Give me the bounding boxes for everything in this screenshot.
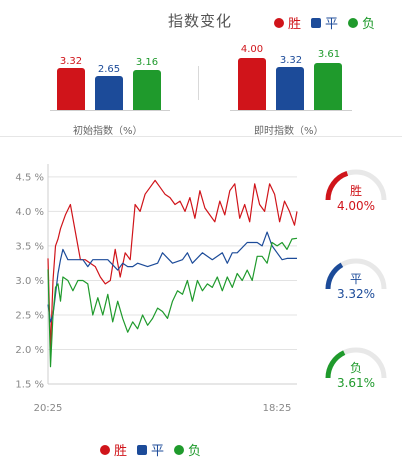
current-win-bar [238,58,266,110]
index-summary-card: 指数变化 胜 平 负 3.32 2.65 3.16 初始指数（%） 4.00 3… [0,0,402,137]
current-draw-bar [276,67,304,110]
series-line-0 [47,179,298,351]
current-baseline [230,110,352,111]
draw-square-icon [311,17,322,28]
legend-top: 胜 平 负 [274,13,375,32]
current-index-label: 即时指数（%） [254,126,324,137]
gauge-lose-value: 3.61% [336,376,376,390]
lose-dot-icon [348,17,359,28]
trend-chart-panel: 1.5 % 2.0 % 2.5 % 3.0 % 3.5 % 4.0 % 4.5 % 20:25… [0,140,402,464]
lose-dot-icon [174,444,185,455]
initial-win-value: 3.32 [59,56,83,67]
legend-item-draw: 平 [311,13,338,32]
series-line-2 [47,237,298,368]
legend-bottom: 胜 平 负 [100,440,201,459]
current-lose-bar [314,63,342,110]
legend-item-win: 胜 [274,13,301,32]
y-tick-label: 2.0 % [15,345,44,356]
gauge-win-value: 4.00% [336,199,376,213]
y-tick-label: 1.5 % [15,380,44,391]
current-lose-value: 3.61 [317,49,341,60]
trend-line-chart: 1.5 % 2.0 % 2.5 % 3.0 % 3.5 % 4.0 % 4.5 % 20:25… [15,164,298,414]
initial-win-bar [57,68,85,110]
legend-bottom-label-lose: 负 [188,444,202,459]
legend-bottom-lose: 负 [174,440,201,459]
gauge-fill-1 [325,262,344,290]
current-win-value: 4.00 [240,44,264,55]
initial-baseline [50,110,170,111]
gauge-win-label: 胜 [349,184,362,198]
legend-bottom-label-draw: 平 [151,444,165,459]
legend-label-win: 胜 [288,17,302,32]
group-divider [198,66,199,100]
gauge-fill-0 [325,171,349,201]
win-dot-icon [274,17,284,28]
gauge-draw-value: 3.32% [336,287,376,301]
y-tick-label: 4.0 % [15,207,44,218]
y-tick-label: 3.5 % [15,241,44,252]
gauges [325,169,387,379]
legend-label-draw: 平 [325,17,339,32]
legend-bottom-draw: 平 [137,440,164,459]
y-tick-label: 3.0 % [15,276,44,287]
gauge-draw-label: 平 [349,272,362,286]
current-draw-value: 3.32 [279,55,303,66]
initial-draw-bar [95,76,123,110]
gauge-lose-label: 负 [349,361,362,375]
initial-draw-value: 2.65 [97,64,121,75]
x-tick-label: 20:25 [34,403,63,414]
y-tick-label: 4.5 % [15,172,44,183]
gauge-fill-2 [325,350,346,379]
x-tick-label: 18:25 [263,403,292,414]
initial-lose-bar [133,70,161,110]
legend-item-lose: 负 [348,13,375,32]
initial-lose-value: 3.16 [135,57,159,68]
win-dot-icon [100,444,110,455]
initial-index-label: 初始指数（%） [73,126,143,137]
legend-bottom-label-win: 胜 [114,444,128,459]
series-line-1 [47,231,297,323]
draw-square-icon [137,444,148,455]
legend-bottom-win: 胜 [100,440,127,459]
legend-label-lose: 负 [362,17,376,32]
y-tick-label: 2.5 % [15,310,44,321]
page-title: 指数变化 [168,12,233,30]
